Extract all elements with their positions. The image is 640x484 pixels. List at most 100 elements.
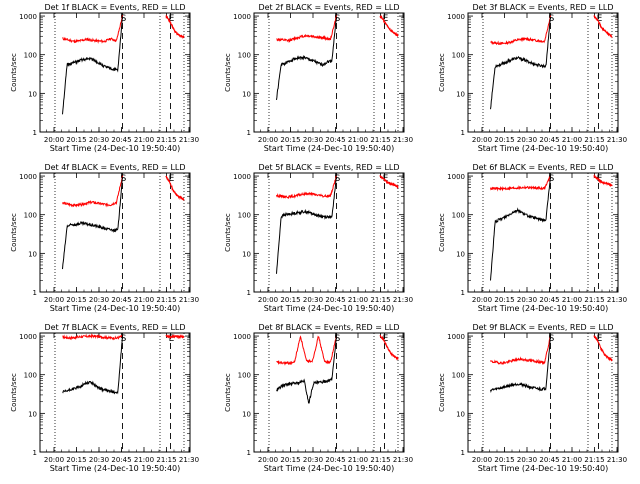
y-tick-label: 10 [28, 250, 37, 258]
x-tick-label: 20:15 [66, 296, 86, 304]
x-tick-label: 21:30 [607, 456, 627, 464]
y-tick-label: 1000 [19, 173, 37, 181]
x-tick-label: 20:30 [303, 456, 323, 464]
x-tick-label: 21:00 [134, 296, 154, 304]
marker-label-E: E [597, 14, 603, 24]
y-tick-label: 10 [242, 410, 251, 418]
marker-label-S: S [335, 174, 341, 184]
panel-6: Det 6f BLACK = Events, RED = LLD Counts/s… [438, 163, 627, 313]
y-tick-label: 1 [247, 129, 251, 137]
plot-frame [467, 12, 619, 133]
marker-label-S: S [549, 174, 555, 184]
x-tick-label: 20:45 [539, 296, 559, 304]
y-tick-label: 10 [456, 250, 465, 258]
x-axis-label: Start Time (24-Dec-10 19:50:40) [264, 464, 395, 473]
x-tick-label: 20:30 [89, 136, 109, 144]
marker-label-S: S [335, 14, 341, 24]
x-tick-label: 21:30 [393, 456, 413, 464]
x-tick-label: 20:30 [303, 296, 323, 304]
y-tick-label: 100 [452, 212, 465, 220]
lld-series-line [490, 336, 551, 366]
x-tick-label: 20:45 [111, 456, 131, 464]
y-tick-label: 10 [28, 90, 37, 98]
x-axis-label: Start Time (24-Dec-10 19:50:40) [478, 464, 609, 473]
x-tick-label: 20:15 [280, 136, 300, 144]
x-tick-label: 21:30 [393, 136, 413, 144]
lld-series-line-after [379, 14, 399, 38]
x-tick-label: 21:15 [370, 296, 390, 304]
panel-5: Det 5f BLACK = Events, RED = LLD Counts/s… [224, 163, 413, 313]
panel-7: Det 7f BLACK = Events, RED = LLD Counts/s… [10, 323, 199, 473]
x-tick-label: 21:15 [584, 136, 604, 144]
x-tick-label: 20:30 [517, 456, 537, 464]
events-series-line [490, 174, 551, 281]
x-tick-label: 21:15 [584, 296, 604, 304]
marker-label-S: S [121, 14, 127, 24]
marker-label-S: S [335, 334, 341, 344]
panel-title: Det 1f BLACK = Events, RED = LLD [44, 3, 185, 12]
y-tick-label: 1 [33, 449, 37, 457]
lld-series-line-after [593, 15, 613, 39]
lld-series-line-after [165, 334, 185, 340]
panel-title: Det 6f BLACK = Events, RED = LLD [472, 163, 613, 172]
x-tick-label: 21:30 [607, 296, 627, 304]
y-tick-label: 100 [238, 212, 251, 220]
lld-series-line-after [379, 334, 399, 361]
x-tick-label: 20:00 [472, 136, 492, 144]
y-tick-label: 1 [461, 289, 465, 297]
x-axis-label: Start Time (24-Dec-10 19:50:40) [264, 304, 395, 313]
lld-series-line-after [165, 14, 185, 40]
y-tick-label: 100 [452, 52, 465, 60]
marker-label-E: E [383, 174, 389, 184]
y-tick-label: 1000 [19, 333, 37, 341]
y-tick-label: 100 [24, 52, 37, 60]
x-tick-label: 21:30 [607, 136, 627, 144]
x-tick-label: 20:45 [325, 136, 345, 144]
x-tick-label: 20:45 [325, 296, 345, 304]
x-tick-label: 21:30 [179, 296, 199, 304]
plot-frame [39, 12, 191, 133]
y-tick-label: 1000 [233, 173, 251, 181]
events-series-line [62, 334, 123, 395]
x-tick-label: 20:15 [494, 296, 514, 304]
x-tick-label: 20:45 [111, 136, 131, 144]
x-tick-label: 20:45 [539, 456, 559, 464]
x-tick-label: 20:30 [89, 456, 109, 464]
marker-label-S: S [121, 334, 127, 344]
x-tick-label: 20:30 [517, 296, 537, 304]
y-tick-label: 100 [238, 372, 251, 380]
x-tick-label: 21:15 [370, 136, 390, 144]
plot-frame [39, 172, 191, 293]
lld-series-line-after [593, 173, 613, 188]
marker-label-E: E [383, 334, 389, 344]
panel-2: Det 2f BLACK = Events, RED = LLD Counts/s… [224, 3, 413, 153]
x-tick-label: 20:45 [325, 456, 345, 464]
events-series-line [62, 16, 123, 115]
plot-frame [253, 12, 405, 133]
marker-label-E: E [597, 334, 603, 344]
x-tick-label: 21:00 [562, 136, 582, 144]
x-tick-label: 20:00 [258, 136, 278, 144]
marker-label-E: E [383, 14, 389, 24]
y-tick-label: 100 [452, 372, 465, 380]
x-tick-label: 20:15 [280, 456, 300, 464]
events-series-line [490, 335, 551, 394]
y-tick-label: 1 [461, 129, 465, 137]
x-tick-label: 20:45 [539, 136, 559, 144]
y-tick-label: 1000 [447, 13, 465, 21]
x-tick-label: 21:30 [393, 296, 413, 304]
x-tick-label: 20:00 [472, 456, 492, 464]
y-tick-label: 1000 [233, 333, 251, 341]
panel-title: Det 9f BLACK = Events, RED = LLD [472, 323, 613, 332]
y-tick-label: 10 [28, 410, 37, 418]
y-tick-label: 1 [33, 289, 37, 297]
x-tick-label: 20:30 [89, 296, 109, 304]
events-series-line [276, 16, 337, 100]
y-tick-label: 1 [247, 449, 251, 457]
y-axis-label: Counts/sec [438, 373, 446, 412]
panel-3: Det 3f BLACK = Events, RED = LLD Counts/s… [438, 3, 627, 153]
x-tick-label: 20:00 [44, 456, 64, 464]
y-tick-label: 1 [33, 129, 37, 137]
lld-series-line-after [165, 175, 185, 201]
